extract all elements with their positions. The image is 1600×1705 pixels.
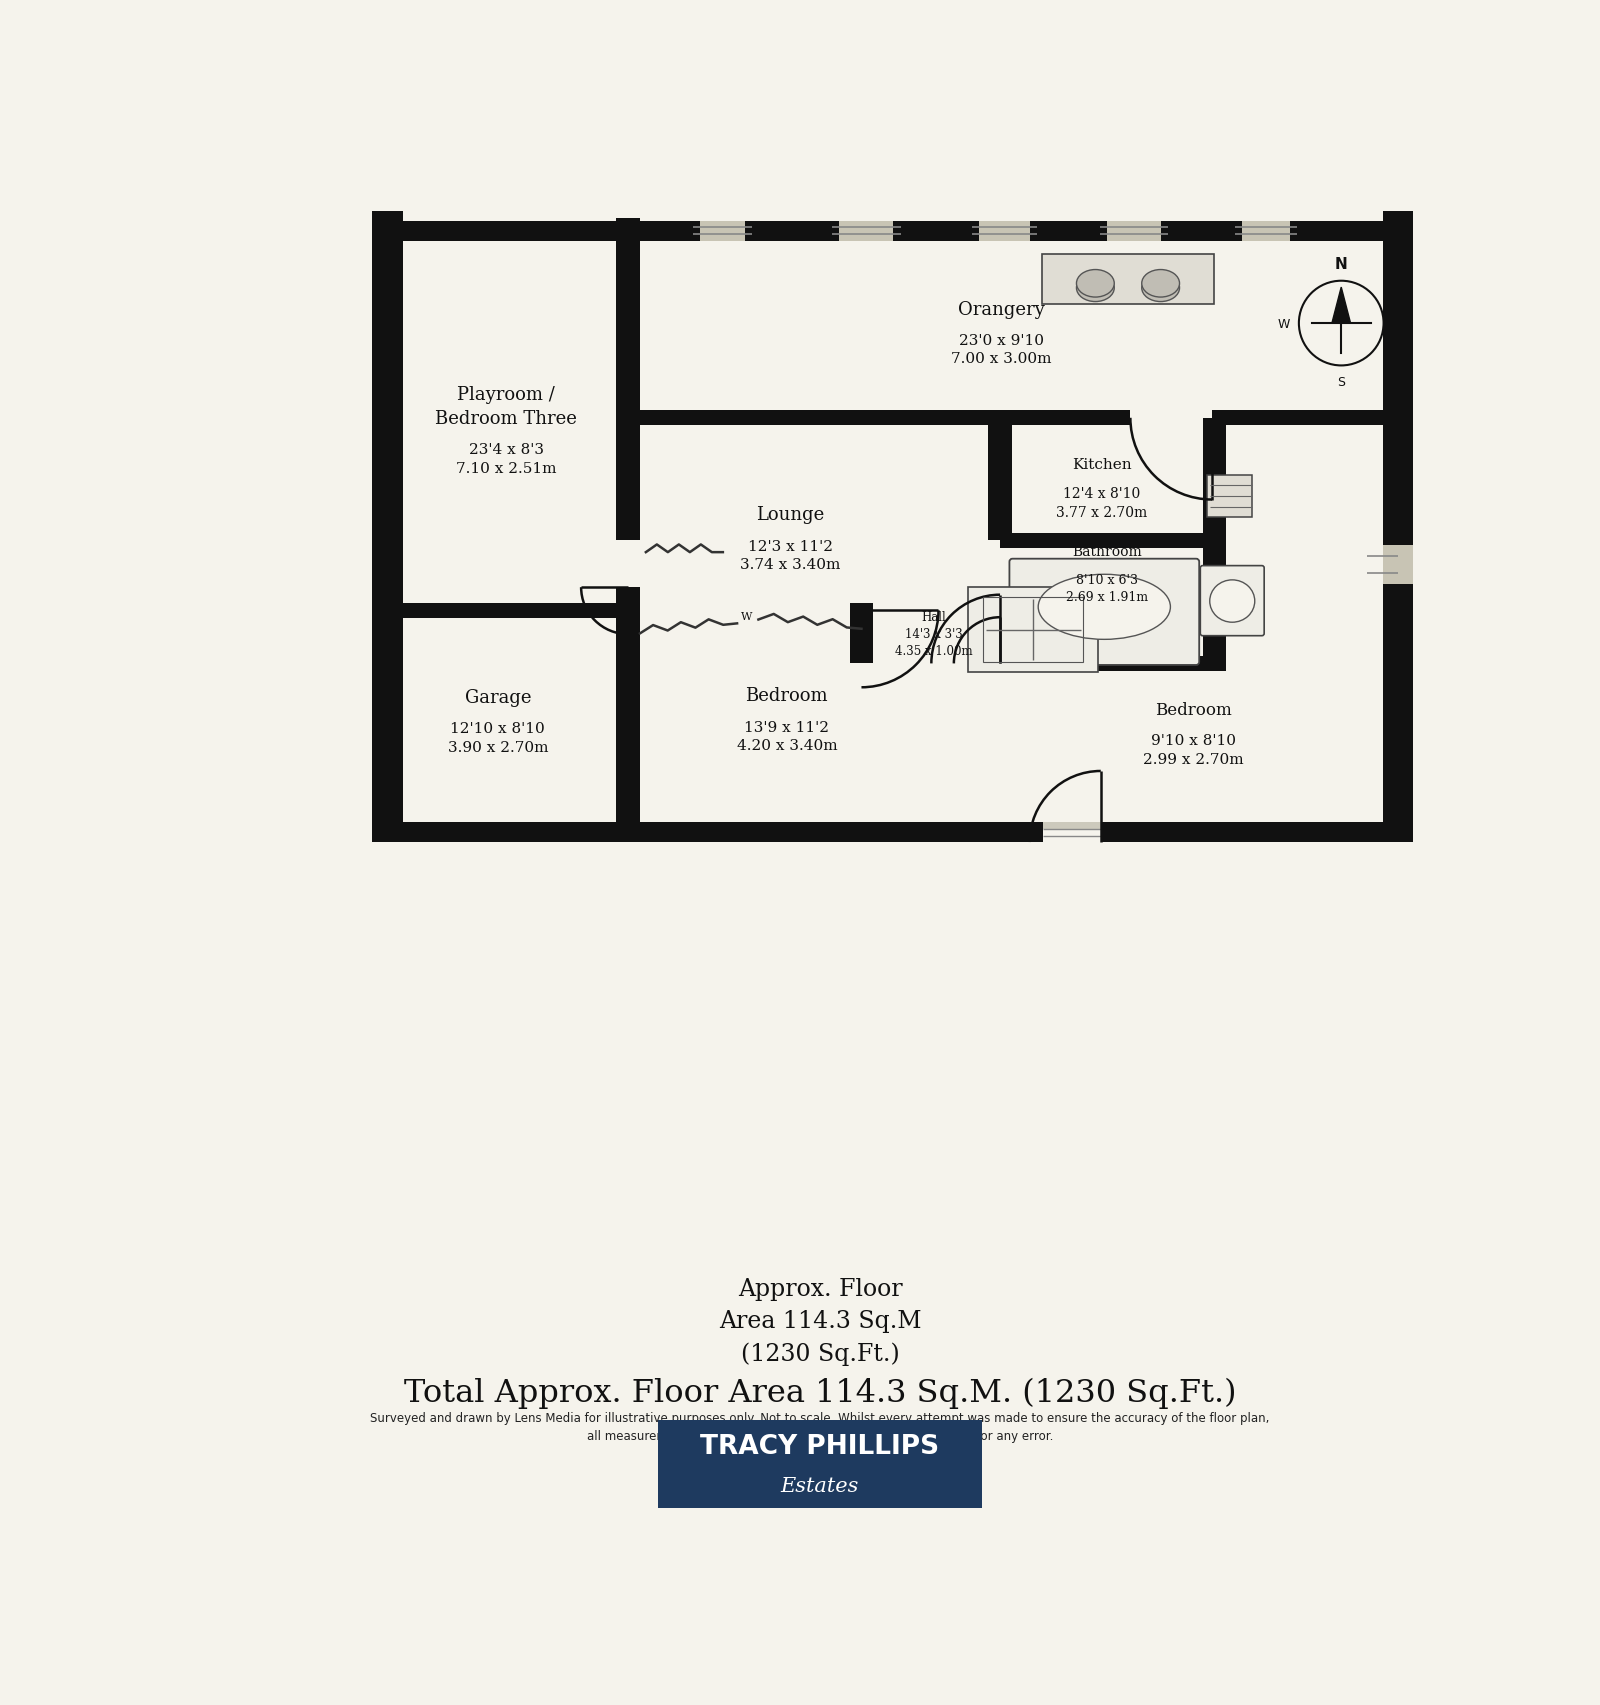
Bar [658,1420,982,1509]
Bar [1101,822,1413,842]
Bar [616,610,640,832]
Bar [1382,540,1413,546]
Bar [746,222,752,242]
Bar [984,598,1083,663]
Bar [616,588,640,619]
Text: W: W [741,612,752,621]
Bar [832,222,901,242]
Bar [693,222,701,242]
Bar [1213,411,1413,426]
Bar [1034,822,1043,842]
Bar [752,222,832,242]
Text: Total Approx. Floor Area 114.3 Sq.M. (1230 Sq.Ft.): Total Approx. Floor Area 114.3 Sq.M. (12… [403,1378,1237,1408]
Ellipse shape [1038,575,1171,639]
Text: N: N [1334,257,1347,273]
Bar [1037,222,1099,242]
Bar [1203,418,1226,672]
Bar [1208,476,1253,518]
Bar [968,588,1098,672]
Text: 8'10 x 6'3
2.69 x 1.91m: 8'10 x 6'3 2.69 x 1.91m [1066,575,1147,604]
Bar [989,619,1011,663]
Text: 12'3 x 11'2
3.74 x 3.40m: 12'3 x 11'2 3.74 x 3.40m [741,539,840,571]
Bar [971,222,1037,242]
Text: Surveyed and drawn by Lens Media for illustrative purposes only. Not to scale. W: Surveyed and drawn by Lens Media for ill… [370,1412,1270,1442]
Text: Lounge: Lounge [757,506,824,523]
Bar [1298,222,1398,242]
Ellipse shape [1142,275,1179,302]
Bar [373,211,403,832]
Text: Hall
14'3 x 3'3
4.35 x 1.00m: Hall 14'3 x 3'3 4.35 x 1.00m [894,610,973,658]
Bar [1000,534,1226,549]
Text: Bathroom: Bathroom [1072,544,1141,559]
Text: Approx. Floor
Area 114.3 Sq.M
(1230 Sq.Ft.): Approx. Floor Area 114.3 Sq.M (1230 Sq.F… [718,1277,922,1366]
Ellipse shape [1210,580,1254,622]
Ellipse shape [1077,275,1114,302]
Ellipse shape [1142,271,1179,298]
Text: 13'9 x 11'2
4.20 x 3.40m: 13'9 x 11'2 4.20 x 3.40m [736,720,837,752]
Text: Bedroom: Bedroom [746,687,829,704]
Bar [629,411,1130,426]
Text: 23'4 x 8'3
7.10 x 2.51m: 23'4 x 8'3 7.10 x 2.51m [456,443,557,476]
Bar [1168,222,1235,242]
Text: Estates: Estates [781,1477,859,1495]
Bar [850,604,874,663]
Bar [1030,222,1037,242]
Bar [373,822,624,842]
Text: TRACY PHILLIPS: TRACY PHILLIPS [701,1434,939,1459]
Text: Garage: Garage [464,689,531,706]
Text: Bedroom: Bedroom [1155,702,1232,720]
Bar [901,222,971,242]
Bar [1382,211,1413,540]
Text: Playroom /
Bedroom Three: Playroom / Bedroom Three [435,387,578,428]
Bar [1162,222,1168,242]
Bar [373,604,637,619]
Bar [1099,222,1107,242]
Text: E: E [1394,317,1400,331]
Text: 9'10 x 8'10
2.99 x 2.70m: 9'10 x 8'10 2.99 x 2.70m [1142,735,1243,767]
Text: Orangery: Orangery [958,300,1045,319]
Polygon shape [1331,288,1350,324]
Bar [1099,222,1168,242]
FancyBboxPatch shape [1200,566,1264,636]
Bar [989,418,1011,540]
FancyBboxPatch shape [1010,559,1198,665]
Text: 12'10 x 8'10
3.90 x 2.70m: 12'10 x 8'10 3.90 x 2.70m [448,721,549,754]
Text: W: W [624,627,637,636]
Bar [893,222,901,242]
Bar [1235,222,1242,242]
Bar [373,222,624,242]
Text: W: W [1277,317,1290,331]
Text: S: S [1338,375,1346,389]
Text: 12'4 x 8'10
3.77 x 2.70m: 12'4 x 8'10 3.77 x 2.70m [1056,488,1147,520]
Ellipse shape [1077,271,1114,298]
Bar [693,222,752,242]
Bar [616,822,1034,842]
Bar [1382,585,1413,590]
Text: 23'0 x 9'10
7.00 x 3.00m: 23'0 x 9'10 7.00 x 3.00m [950,334,1051,367]
Bar [971,222,979,242]
Bar [1043,822,1101,830]
Bar [616,426,640,540]
Bar [616,220,640,426]
Text: Kitchen: Kitchen [1072,457,1131,472]
Bar [1042,254,1214,305]
Bar [1000,656,1226,672]
Bar [1382,540,1413,590]
Bar [629,222,693,242]
Bar [1290,222,1298,242]
Bar [1382,590,1413,832]
Bar [1235,222,1298,242]
Bar [832,222,838,242]
